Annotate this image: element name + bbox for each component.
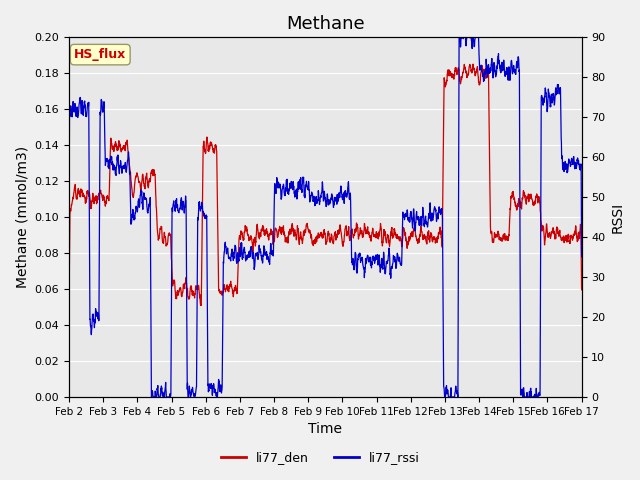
Y-axis label: Methane (mmol/m3): Methane (mmol/m3) [15,146,29,288]
X-axis label: Time: Time [308,422,342,436]
Y-axis label: RSSI: RSSI [611,202,625,233]
Title: Methane: Methane [286,15,365,33]
Legend: li77_den, li77_rssi: li77_den, li77_rssi [216,446,424,469]
Text: HS_flux: HS_flux [74,48,127,61]
